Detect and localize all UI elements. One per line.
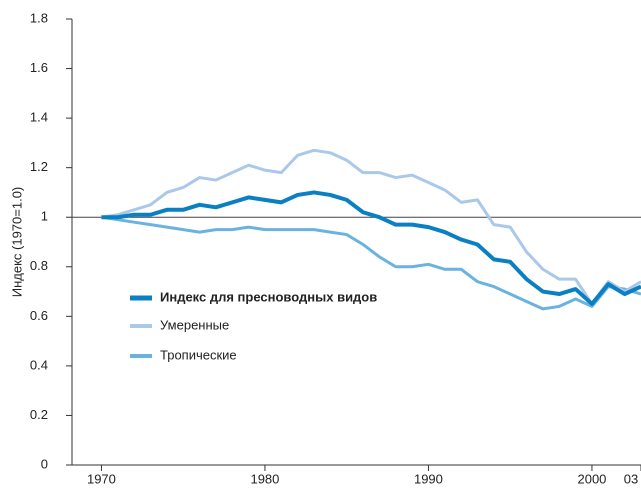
x-tick-label: 1980 — [250, 471, 279, 486]
y-tick-label: 1.8 — [30, 10, 48, 25]
x-tick-label: 1990 — [414, 471, 443, 486]
y-tick-label: 1 — [41, 209, 48, 224]
legend-label: Умеренные — [160, 317, 229, 332]
y-tick-label: 1.6 — [30, 60, 48, 75]
y-tick-label: 1.2 — [30, 159, 48, 174]
y-tick-label: 0.6 — [30, 308, 48, 323]
series-line — [101, 190, 641, 306]
x-tick-label: 03 — [624, 471, 638, 486]
y-tick-label: 0 — [41, 456, 48, 471]
y-tick-label: 0.8 — [30, 258, 48, 273]
x-tick-label: 2000 — [577, 471, 606, 486]
y-axis-label: Индекс (1970=1.0) — [9, 187, 24, 298]
y-tick-label: 0.2 — [30, 407, 48, 422]
series-line — [101, 215, 641, 311]
legend-label: Индекс для пресноводных видов — [160, 289, 377, 304]
series-line — [101, 148, 641, 306]
y-tick-label: 1.4 — [30, 110, 48, 125]
x-tick-label: 1970 — [87, 471, 116, 486]
legend-label: Тропические — [160, 347, 237, 362]
y-tick-label: 0.4 — [30, 357, 48, 372]
